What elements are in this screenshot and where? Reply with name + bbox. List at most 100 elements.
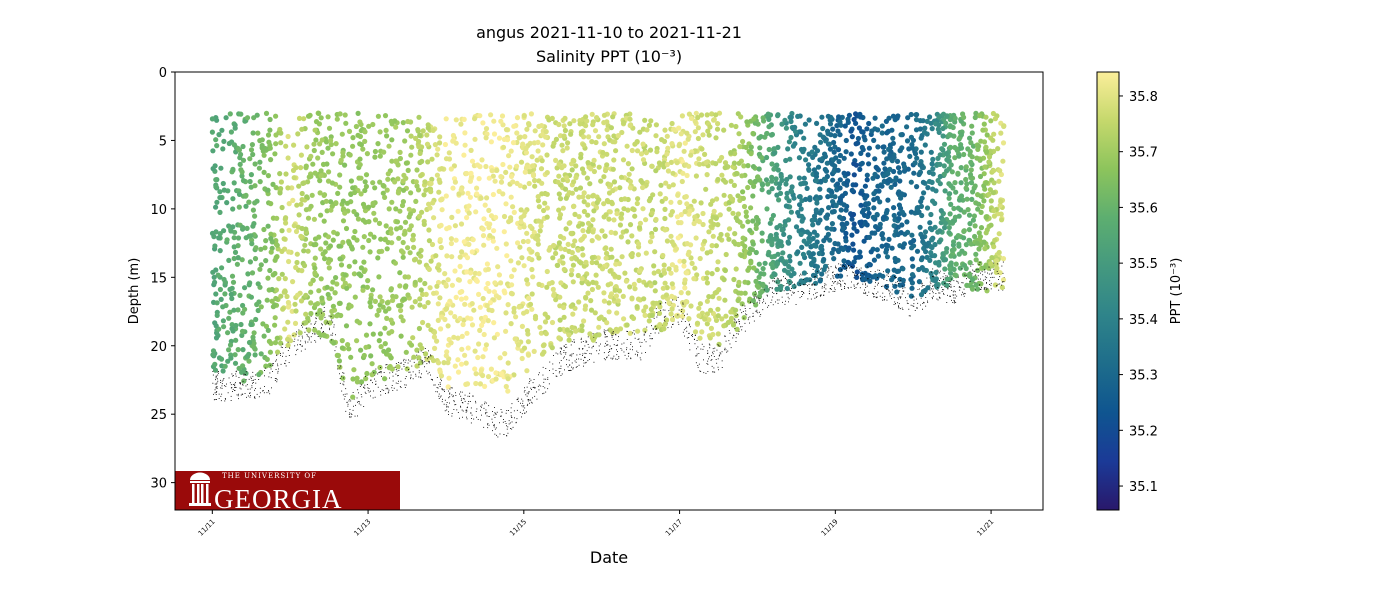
data-point (799, 227, 805, 233)
data-point (980, 127, 986, 133)
data-point (920, 118, 926, 124)
data-point (376, 274, 382, 280)
bottom-point (584, 356, 586, 358)
bottom-point (218, 372, 219, 374)
data-point (717, 212, 723, 218)
data-point (294, 202, 300, 208)
bottom-point (984, 276, 986, 278)
data-point (526, 169, 533, 175)
data-point (798, 129, 804, 135)
data-point (328, 141, 334, 148)
bottom-point (549, 370, 550, 371)
data-point (553, 136, 560, 142)
data-point (561, 123, 567, 129)
data-point (626, 171, 632, 177)
data-point (807, 197, 813, 203)
data-point (325, 234, 331, 240)
data-point (342, 162, 348, 168)
bottom-point (613, 355, 615, 357)
data-point (556, 207, 562, 213)
data-point (232, 249, 239, 255)
data-point (588, 307, 595, 313)
data-point (722, 267, 729, 274)
data-point (513, 314, 519, 320)
bottom-point (899, 290, 901, 292)
data-point (996, 231, 1002, 237)
bottom-point (576, 354, 578, 356)
data-point (526, 295, 532, 301)
data-point (728, 150, 734, 156)
bottom-point (921, 286, 923, 288)
bottom-point (805, 284, 807, 285)
bottom-point (466, 407, 468, 409)
data-point (802, 121, 809, 127)
data-point (285, 155, 291, 161)
data-point (469, 249, 475, 255)
bottom-point (350, 416, 352, 418)
bottom-point (835, 265, 836, 267)
data-point (213, 177, 219, 183)
data-point (569, 190, 576, 196)
bottom-point (439, 382, 441, 384)
bottom-point (749, 316, 751, 318)
data-point (382, 113, 389, 119)
data-point (316, 288, 322, 294)
data-point (739, 173, 745, 179)
data-point (576, 223, 582, 229)
bottom-point (789, 284, 791, 285)
data-point (589, 286, 596, 293)
bottom-point (717, 358, 719, 360)
data-point (942, 225, 948, 231)
data-point (322, 256, 328, 262)
bottom-point (401, 362, 402, 364)
data-point (587, 331, 593, 337)
data-point (776, 185, 782, 191)
bottom-point (785, 277, 786, 279)
data-point (235, 307, 241, 313)
data-point (891, 168, 897, 175)
data-point (232, 360, 239, 366)
data-point (973, 282, 979, 288)
data-point (700, 210, 706, 217)
data-point (787, 253, 793, 259)
data-point (263, 363, 269, 369)
bottom-point (497, 436, 499, 438)
data-point (689, 260, 695, 266)
data-point (340, 150, 346, 156)
data-point (214, 143, 220, 149)
bottom-point (866, 266, 868, 268)
data-point (560, 205, 566, 211)
data-point (508, 194, 514, 200)
bottom-point (250, 376, 252, 378)
data-point (789, 184, 795, 190)
bottom-point (794, 283, 795, 285)
data-point (669, 306, 675, 312)
bottom-point (358, 392, 359, 394)
data-point (326, 265, 332, 271)
bottom-point (377, 373, 379, 375)
bottom-point (979, 262, 981, 263)
bottom-point (643, 334, 645, 336)
bottom-point (532, 387, 534, 388)
data-point (249, 241, 255, 247)
bottom-point (898, 298, 899, 300)
data-point (488, 139, 494, 145)
data-point (557, 294, 563, 300)
data-point (699, 246, 706, 252)
bottom-point (834, 291, 836, 292)
bottom-point (224, 398, 226, 399)
bottom-point (420, 377, 422, 379)
bottom-point (735, 341, 737, 342)
data-point (914, 155, 920, 161)
bottom-point (294, 345, 296, 347)
data-point (891, 274, 897, 280)
data-point (966, 227, 973, 233)
bottom-point (232, 391, 233, 392)
data-point (371, 210, 377, 216)
data-point (577, 185, 584, 191)
bottom-point (883, 271, 884, 273)
data-point (390, 297, 396, 303)
bottom-point (757, 312, 759, 314)
bottom-point (981, 271, 983, 273)
bottom-point (651, 325, 652, 327)
